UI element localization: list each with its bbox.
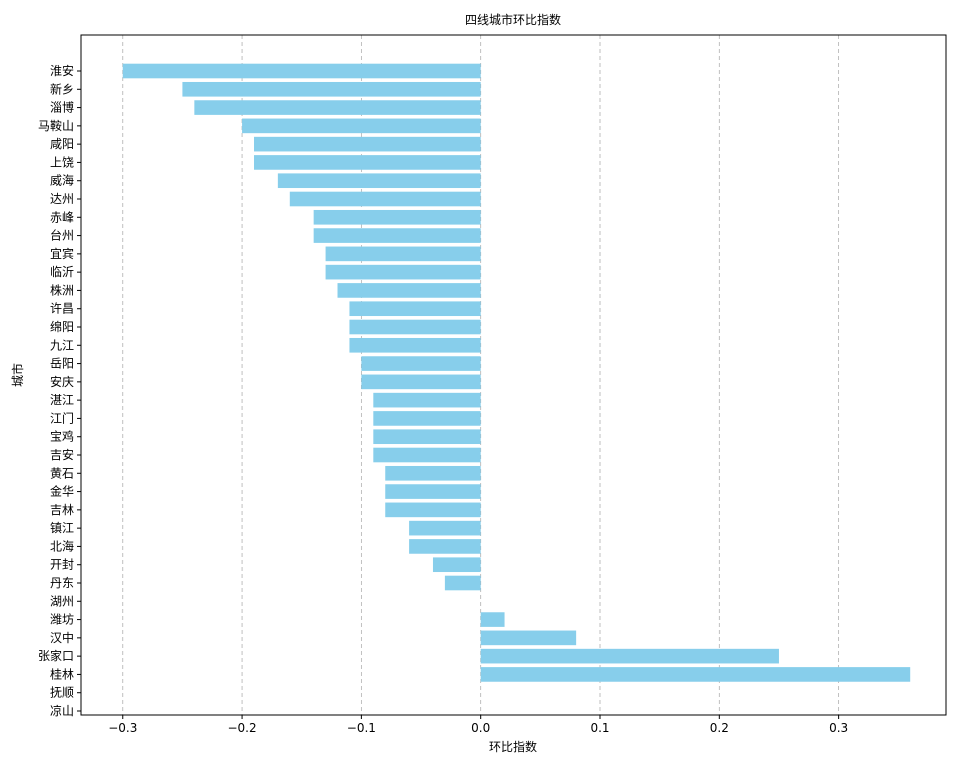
- bar: [122, 63, 481, 79]
- bar: [325, 246, 481, 262]
- x-tick-label: 0.2: [710, 721, 729, 735]
- x-tick-label: 0.3: [829, 721, 848, 735]
- y-tick-label: 台州: [50, 228, 74, 243]
- bar: [361, 356, 481, 371]
- bar: [277, 173, 481, 189]
- bar: [480, 648, 779, 664]
- y-tick-label: 九江: [50, 338, 74, 352]
- y-tick-label: 岳阳: [50, 357, 74, 371]
- bar: [444, 575, 481, 591]
- bar: [337, 283, 481, 298]
- y-tick-label: 丹东: [50, 576, 74, 590]
- bar: [385, 502, 481, 518]
- y-tick-label: 许昌: [50, 302, 74, 316]
- x-tick-label: 0.0: [471, 721, 490, 735]
- y-tick-label: 宝鸡: [50, 429, 74, 444]
- bar: [182, 81, 481, 97]
- bar: [480, 667, 911, 682]
- y-tick-label: 北海: [50, 538, 74, 553]
- y-tick-label: 镇江: [50, 521, 74, 535]
- bar: [409, 520, 481, 536]
- x-axis-label: 环比指数: [489, 739, 537, 754]
- bar: [349, 337, 481, 353]
- bar: [254, 136, 481, 152]
- x-tick-label: 0.1: [590, 721, 609, 735]
- y-tick-label: 赤峰: [50, 210, 74, 224]
- bar: [194, 100, 481, 115]
- x-tick-label: −0.3: [108, 721, 137, 735]
- y-tick-label: 马鞍山: [38, 118, 74, 133]
- bar: [373, 411, 481, 426]
- y-tick-label: 开封: [50, 558, 74, 572]
- y-tick-label: 潍坊: [50, 612, 74, 627]
- y-tick-label: 湖州: [50, 593, 74, 608]
- y-tick-label: 上饶: [50, 155, 74, 169]
- bar: [289, 191, 481, 207]
- bar: [242, 118, 481, 134]
- bar: [432, 557, 481, 573]
- bar: [409, 539, 481, 554]
- y-tick-label: 淄博: [50, 100, 74, 115]
- bar: [385, 484, 481, 499]
- bar: [349, 319, 481, 335]
- x-tick-label: −0.1: [347, 721, 376, 735]
- bar: [349, 301, 481, 317]
- y-tick-label: 湛江: [50, 393, 74, 407]
- plot-frame: [80, 34, 947, 716]
- y-tick-label: 凉山: [50, 703, 74, 718]
- y-tick-label: 吉安: [50, 447, 74, 462]
- bar: [313, 209, 481, 225]
- y-axis-ticks: 淮安新乡淄博马鞍山咸阳上饶威海达州赤峰台州宜宾临沂株洲许昌绵阳九江岳阳安庆湛江江…: [38, 63, 81, 718]
- y-tick-label: 黄石: [50, 466, 74, 480]
- bar: [385, 465, 481, 481]
- bar: [480, 630, 577, 646]
- y-tick-label: 张家口: [38, 648, 74, 663]
- y-tick-label: 安庆: [50, 374, 74, 389]
- y-tick-label: 淮安: [50, 63, 74, 78]
- y-tick-label: 达州: [50, 192, 74, 206]
- bar: [313, 228, 481, 243]
- y-tick-label: 新乡: [50, 81, 74, 96]
- y-tick-label: 桂林: [50, 666, 74, 681]
- chart-title: 四线城市环比指数: [465, 12, 561, 27]
- bars: [122, 63, 911, 682]
- y-tick-label: 绵阳: [50, 320, 74, 334]
- y-tick-label: 江门: [50, 410, 74, 425]
- bar: [373, 429, 481, 445]
- y-tick-label: 威海: [50, 173, 74, 188]
- bar: [480, 612, 505, 627]
- y-tick-label: 吉林: [50, 503, 74, 517]
- y-axis-label: 城市: [10, 363, 25, 387]
- x-tick-label: −0.2: [227, 721, 256, 735]
- x-axis-ticks: −0.3 −0.2 −0.1 0.0 0.1 0.2 0.3: [108, 715, 848, 735]
- y-tick-label: 咸阳: [50, 137, 74, 151]
- y-tick-label: 金华: [50, 484, 74, 499]
- bar: [254, 155, 481, 170]
- y-tick-label: 汉中: [50, 630, 74, 645]
- y-tick-label: 株洲: [50, 282, 74, 297]
- bar: [373, 392, 481, 408]
- bar: [361, 374, 481, 390]
- y-tick-label: 抚顺: [50, 686, 74, 700]
- bar: [373, 447, 481, 463]
- y-tick-label: 临沂: [50, 265, 74, 279]
- bar: [325, 264, 481, 280]
- y-tick-label: 宜宾: [50, 246, 74, 261]
